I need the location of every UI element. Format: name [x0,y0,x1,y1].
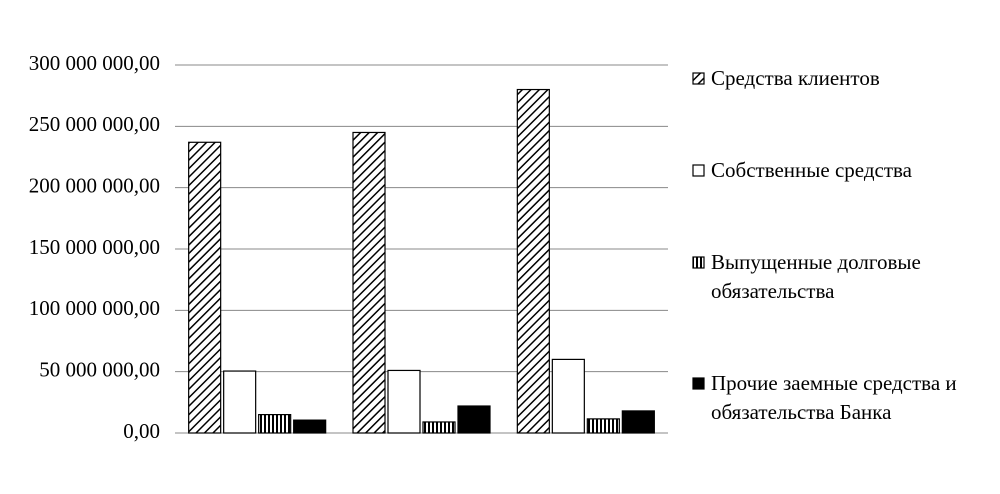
legend-label: Выпущенные долговые обязательства [711,250,921,303]
legend-label: Собственные средства [711,158,912,182]
bar [188,141,222,434]
bar [457,405,491,434]
y-tick-label: 50 000 000,00 [39,357,160,381]
bar [293,419,327,434]
legend-item: Средства клиентов [692,64,987,93]
legend-item: Выпущенные долговые обязательства [692,248,987,306]
y-tick-label: 300 000 000,00 [29,51,160,75]
bar [258,414,292,434]
bar [551,358,585,434]
legend-swatch [692,256,705,269]
y-tick-label: 150 000 000,00 [29,235,160,259]
legend-item: Прочие заемные средства и обязательства … [692,369,987,427]
legend-label: Прочие заемные средства и обязательства … [711,371,957,424]
legend-marker [692,72,705,85]
y-tick-label: 100 000 000,00 [29,296,160,320]
y-tick-label: 250 000 000,00 [29,112,160,136]
legend-item: Собственные средства [692,156,987,185]
y-tick-label: 0,00 [123,419,160,443]
legend-swatch [692,164,705,177]
legend-swatch [692,72,705,85]
legend-swatch [692,377,705,390]
bar [387,369,421,434]
bar [422,421,456,434]
legend: Средства клиентов Собственные средства Вып… [692,64,987,490]
bar [352,131,386,434]
y-tick-label: 200 000 000,00 [29,173,160,197]
legend-marker [692,164,705,177]
legend-label: Средства клиентов [711,66,880,90]
legend-marker [692,377,705,390]
bar [586,418,620,434]
legend-marker [692,256,705,269]
bar [223,370,257,434]
bar [621,410,655,434]
bar [516,88,550,434]
